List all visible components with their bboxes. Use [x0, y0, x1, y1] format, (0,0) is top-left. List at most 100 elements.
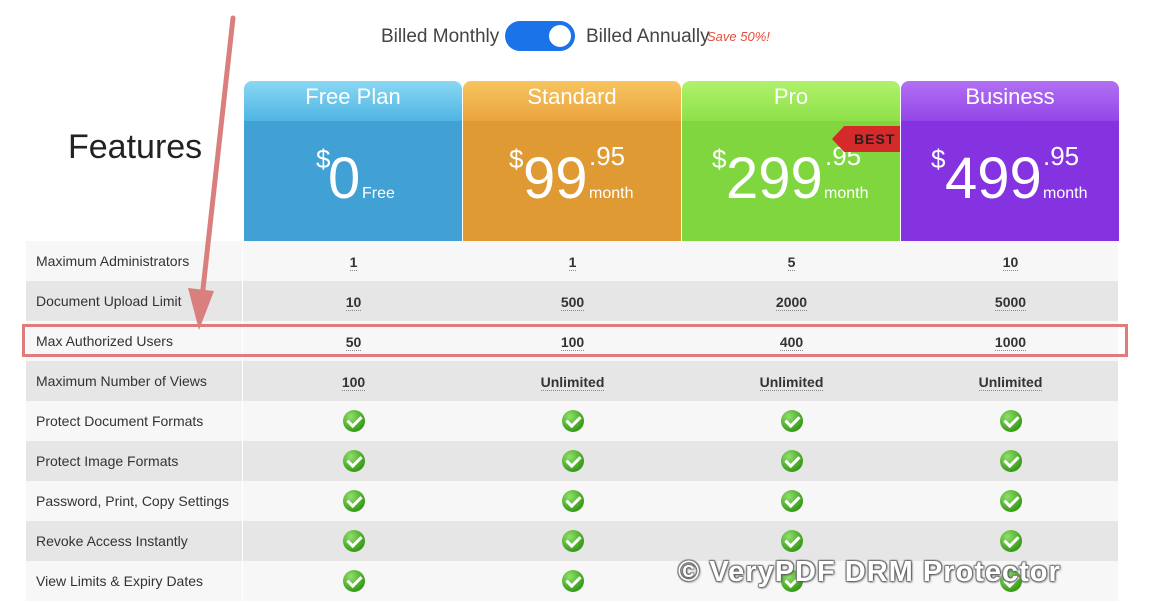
- plan-standard: Standard $ 99 .95 month: [463, 81, 681, 241]
- price-amount: 99: [523, 146, 588, 211]
- price-decimals: .95: [589, 141, 626, 171]
- feature-value: 100: [560, 334, 585, 351]
- currency-symbol: $: [712, 144, 727, 174]
- feature-value: [244, 521, 463, 561]
- check-icon: [780, 490, 803, 513]
- table-row: Revoke Access Instantly: [26, 521, 1118, 561]
- table-row: Protect Document Formats: [26, 401, 1118, 441]
- billed-monthly-label[interactable]: Billed Monthly: [381, 26, 500, 47]
- feature-name: Protect Document Formats: [26, 401, 243, 441]
- plan-price: $ 99 .95 month: [463, 121, 681, 241]
- feature-value: [244, 561, 463, 601]
- billing-toggle-switch[interactable]: [505, 21, 575, 51]
- features-heading: Features: [68, 128, 203, 166]
- check-icon: [999, 410, 1022, 433]
- price-decimals: .95: [1043, 141, 1080, 171]
- plan-name: Pro: [682, 81, 900, 121]
- feature-value: [463, 441, 682, 481]
- feature-value: [901, 401, 1120, 441]
- table-row: View Limits & Expiry Dates: [26, 561, 1118, 601]
- feature-name: Password, Print, Copy Settings: [26, 481, 243, 521]
- toggle-knob: [549, 25, 571, 47]
- feature-value: 1: [349, 254, 358, 271]
- currency-symbol: $: [509, 144, 524, 174]
- feature-name: Maximum Number of Views: [26, 361, 243, 401]
- check-icon: [561, 410, 584, 433]
- billing-toggle-bar: Billed Monthly Billed Annually Save 50%!: [0, 20, 1150, 54]
- check-icon: [561, 570, 584, 593]
- save-badge: Save 50%!: [707, 29, 770, 44]
- check-icon: [342, 530, 365, 553]
- feature-value: 500: [560, 294, 585, 311]
- price-amount: 499: [945, 146, 1042, 211]
- plan-price: $ 299 .95 month BEST: [682, 121, 900, 241]
- feature-value: 10: [1002, 254, 1019, 271]
- feature-name: Revoke Access Instantly: [26, 521, 243, 561]
- feature-value: [244, 401, 463, 441]
- feature-name: Maximum Administrators: [26, 241, 243, 281]
- price-amount: 0: [328, 146, 361, 211]
- currency-symbol: $: [316, 144, 331, 174]
- price-period: month: [589, 185, 634, 202]
- table-row: Document Upload Limit 10 500 2000 5000: [26, 281, 1118, 321]
- plan-price: $ 499 .95 month: [901, 121, 1119, 241]
- check-icon: [342, 450, 365, 473]
- table-row: Protect Image Formats: [26, 441, 1118, 481]
- check-icon: [561, 530, 584, 553]
- feature-value: Unlimited: [759, 374, 824, 391]
- feature-value: [682, 561, 901, 601]
- feature-value: Unlimited: [540, 374, 605, 391]
- feature-value: [901, 441, 1120, 481]
- feature-value: [682, 441, 901, 481]
- check-icon: [342, 570, 365, 593]
- plan-business: Business $ 499 .95 month: [901, 81, 1119, 241]
- feature-value: [901, 521, 1120, 561]
- feature-value: [463, 521, 682, 561]
- feature-value: [463, 401, 682, 441]
- feature-value: [463, 481, 682, 521]
- price-period: month: [1043, 185, 1088, 202]
- feature-value: [682, 401, 901, 441]
- check-icon: [780, 450, 803, 473]
- feature-value: [244, 441, 463, 481]
- currency-symbol: $: [931, 144, 946, 174]
- plan-name: Free Plan: [244, 81, 462, 121]
- check-icon: [780, 410, 803, 433]
- feature-value: 10: [345, 294, 362, 311]
- feature-name: Document Upload Limit: [26, 281, 243, 321]
- check-icon: [561, 490, 584, 513]
- check-icon: [999, 530, 1022, 553]
- feature-value: 1000: [994, 334, 1027, 351]
- best-label: BEST: [854, 131, 896, 147]
- check-icon: [342, 490, 365, 513]
- feature-value: 2000: [775, 294, 808, 311]
- feature-name: Protect Image Formats: [26, 441, 243, 481]
- feature-value: 5000: [994, 294, 1027, 311]
- table-row: Maximum Administrators 1 1 5 10: [26, 241, 1118, 281]
- plan-price: $ 0 Free: [244, 121, 462, 241]
- check-icon: [999, 490, 1022, 513]
- billed-annually-label[interactable]: Billed Annually: [586, 26, 710, 47]
- check-icon: [561, 450, 584, 473]
- check-icon: [342, 410, 365, 433]
- price-amount: 299: [726, 146, 823, 211]
- table-row: Password, Print, Copy Settings: [26, 481, 1118, 521]
- check-icon: [780, 570, 803, 593]
- feature-value: 50: [345, 334, 362, 351]
- feature-name: View Limits & Expiry Dates: [26, 561, 243, 601]
- feature-value: [682, 521, 901, 561]
- price-period: Free: [362, 185, 395, 202]
- plan-pro: Pro $ 299 .95 month BEST: [682, 81, 900, 241]
- check-icon: [780, 530, 803, 553]
- feature-value: [901, 561, 1120, 601]
- feature-value: Unlimited: [978, 374, 1043, 391]
- features-table: Maximum Administrators 1 1 5 10 Document…: [26, 241, 1118, 601]
- plan-name: Business: [901, 81, 1119, 121]
- feature-name: Max Authorized Users: [26, 321, 243, 361]
- check-icon: [999, 570, 1022, 593]
- feature-value: 5: [787, 254, 796, 271]
- price-period: month: [824, 185, 869, 202]
- feature-value: 400: [779, 334, 804, 351]
- feature-value: [682, 481, 901, 521]
- feature-value: 100: [341, 374, 366, 391]
